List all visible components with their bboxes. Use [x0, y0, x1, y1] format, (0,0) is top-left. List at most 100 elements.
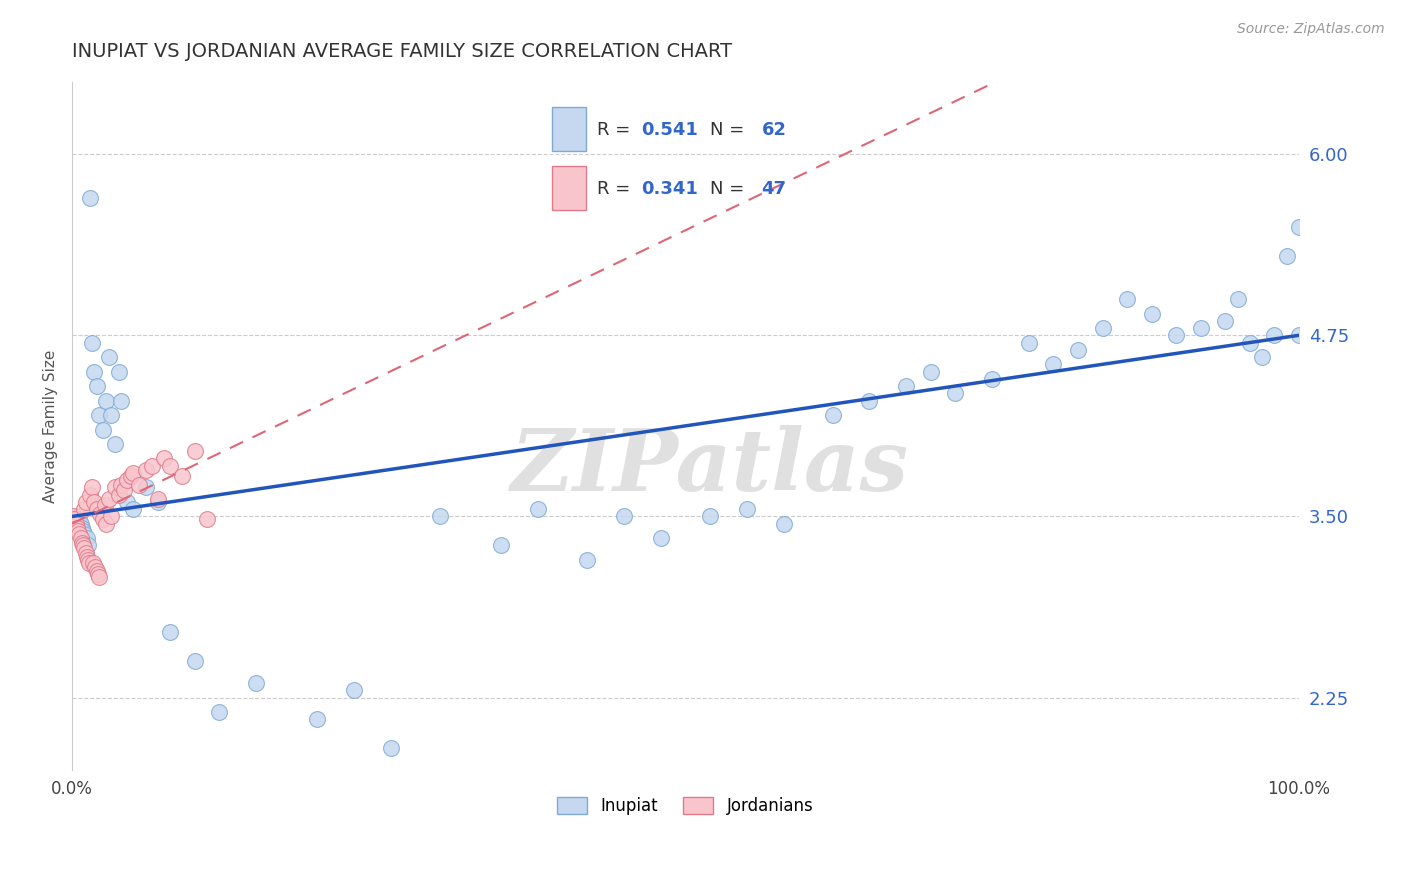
Point: [122, 502, 145, 516]
Point: [91, 423, 114, 437]
Point: [84, 560, 107, 574]
Point: [159, 625, 181, 640]
Point: [491, 538, 513, 552]
Point: [77, 553, 100, 567]
Point: [83, 365, 105, 379]
Point: [67, 509, 90, 524]
Point: [97, 350, 120, 364]
Point: [67, 524, 90, 538]
Point: [1166, 328, 1188, 343]
Point: [858, 393, 880, 408]
Point: [86, 502, 108, 516]
Point: [65, 516, 87, 531]
Point: [104, 480, 127, 494]
Point: [66, 521, 89, 535]
Point: [981, 372, 1004, 386]
Point: [146, 491, 169, 506]
Point: [97, 491, 120, 506]
Point: [1239, 335, 1261, 350]
Point: [100, 509, 122, 524]
Point: [77, 556, 100, 570]
Point: [79, 488, 101, 502]
Point: [699, 509, 721, 524]
Point: [1042, 357, 1064, 371]
Point: [72, 524, 94, 538]
Point: [73, 541, 96, 556]
Point: [821, 408, 844, 422]
Point: [1140, 307, 1163, 321]
Point: [527, 502, 550, 516]
Point: [67, 512, 90, 526]
Point: [87, 570, 110, 584]
Point: [650, 531, 672, 545]
Point: [208, 705, 231, 719]
Point: [79, 191, 101, 205]
Point: [735, 502, 758, 516]
Point: [107, 365, 129, 379]
Point: [141, 458, 163, 473]
Point: [94, 498, 117, 512]
Point: [429, 509, 451, 524]
Point: [89, 507, 111, 521]
Point: [1213, 314, 1236, 328]
Point: [613, 509, 636, 524]
Point: [77, 538, 100, 552]
Point: [69, 516, 91, 531]
Point: [245, 676, 267, 690]
Point: [1226, 292, 1249, 306]
Point: [100, 408, 122, 422]
Point: [115, 495, 138, 509]
Text: ZIPatlas: ZIPatlas: [510, 425, 910, 509]
Point: [86, 379, 108, 393]
Point: [343, 683, 366, 698]
Point: [896, 379, 918, 393]
Text: Source: ZipAtlas.com: Source: ZipAtlas.com: [1237, 22, 1385, 37]
Point: [172, 468, 194, 483]
Point: [1251, 350, 1274, 364]
Point: [72, 538, 94, 552]
Point: [128, 477, 150, 491]
Point: [112, 483, 135, 498]
Legend: Inupiat, Jordanians: Inupiat, Jordanians: [550, 789, 821, 823]
Point: [1067, 343, 1090, 357]
Point: [110, 477, 132, 491]
Point: [96, 516, 118, 531]
Point: [80, 335, 103, 350]
Point: [104, 437, 127, 451]
Point: [1288, 328, 1310, 343]
Point: [76, 531, 98, 545]
Text: INUPIAT VS JORDANIAN AVERAGE FAMILY SIZE CORRELATION CHART: INUPIAT VS JORDANIAN AVERAGE FAMILY SIZE…: [72, 42, 733, 61]
Point: [73, 526, 96, 541]
Point: [73, 502, 96, 516]
Point: [576, 553, 599, 567]
Point: [75, 546, 97, 560]
Point: [62, 509, 84, 524]
Point: [87, 408, 110, 422]
Point: [122, 466, 145, 480]
Point: [159, 458, 181, 473]
Point: [1018, 335, 1040, 350]
Point: [76, 549, 98, 564]
Point: [110, 393, 132, 408]
Point: [82, 556, 104, 570]
Y-axis label: Average Family Size: Average Family Size: [44, 349, 58, 502]
Point: [307, 712, 329, 726]
Point: [115, 473, 138, 487]
Point: [1091, 321, 1114, 335]
Point: [135, 480, 157, 494]
Point: [120, 468, 142, 483]
Point: [69, 531, 91, 545]
Point: [1189, 321, 1212, 335]
Point: [153, 451, 176, 466]
Point: [380, 741, 402, 756]
Point: [1288, 219, 1310, 234]
Point: [75, 495, 97, 509]
Point: [107, 488, 129, 502]
Point: [183, 444, 205, 458]
Point: [1116, 292, 1139, 306]
Point: [1275, 249, 1298, 263]
Point: [86, 565, 108, 579]
Point: [772, 516, 794, 531]
Point: [183, 654, 205, 668]
Point: [1263, 328, 1285, 343]
